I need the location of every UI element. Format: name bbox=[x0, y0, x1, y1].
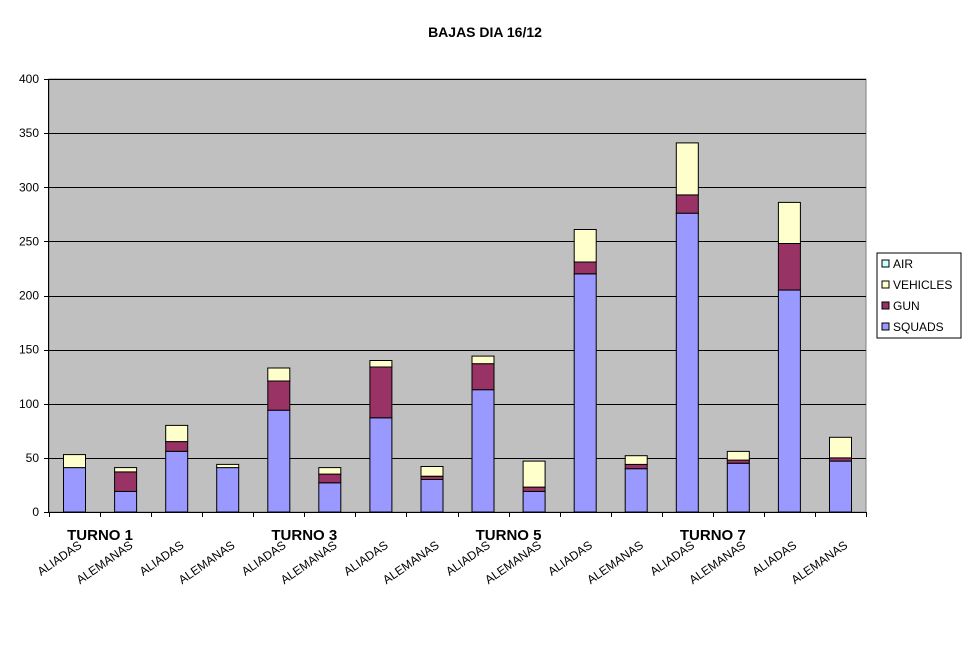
legend-swatch-vehicles bbox=[881, 280, 890, 289]
bar-vehicles-6 bbox=[369, 360, 393, 368]
x-category-label: ALEMANAS bbox=[482, 538, 544, 587]
bar-squads-7 bbox=[420, 479, 444, 513]
y-axis-ticks: 0 50 100 150 200 250 300 350 400 bbox=[19, 72, 39, 519]
y-tick-label: 0 bbox=[32, 505, 39, 519]
bar-vehicles-9 bbox=[522, 460, 546, 488]
legend-swatch-squads bbox=[881, 322, 890, 331]
legend-label-vehicles: VEHICLES bbox=[893, 278, 952, 292]
legend-label-air: AIR bbox=[893, 257, 913, 271]
x-category-label: ALEMANAS bbox=[74, 538, 136, 587]
bar-squads-12 bbox=[675, 212, 699, 513]
bar-squads-0 bbox=[63, 467, 86, 513]
bar-vehicles-14 bbox=[777, 201, 801, 244]
axes bbox=[44, 79, 867, 517]
bar-squads-11 bbox=[624, 468, 648, 513]
x-category-label: ALEMANAS bbox=[686, 538, 748, 587]
y-tick-label: 200 bbox=[19, 289, 39, 303]
x-category-label: ALEMANAS bbox=[584, 538, 646, 587]
bar-gun-5 bbox=[318, 473, 342, 484]
bar-gun-10 bbox=[573, 261, 597, 275]
bar-gun-1 bbox=[114, 471, 138, 492]
bar-vehicles-1 bbox=[114, 467, 138, 473]
bar-vehicles-12 bbox=[675, 142, 699, 196]
y-tick-label: 50 bbox=[26, 451, 40, 465]
bar-gun-4 bbox=[267, 380, 291, 411]
x-category-label: ALEMANAS bbox=[176, 538, 238, 587]
x-category-label: ALEMANAS bbox=[789, 538, 851, 587]
bar-squads-8 bbox=[471, 389, 495, 513]
bar-gun-6 bbox=[369, 366, 393, 419]
x-category-label: ALEMANAS bbox=[278, 538, 340, 587]
bar-vehicles-10 bbox=[573, 229, 597, 263]
group-label: TURNO 5 bbox=[476, 527, 542, 544]
x-category-label: ALEMANAS bbox=[380, 538, 442, 587]
bar-vehicles-8 bbox=[471, 355, 495, 365]
bar-gun-7 bbox=[420, 475, 444, 480]
bar-gun-2 bbox=[165, 441, 189, 452]
bar-squads-9 bbox=[522, 490, 546, 513]
bar-gun-8 bbox=[471, 363, 495, 391]
bar-squads-4 bbox=[267, 409, 291, 513]
legend: AIR VEHICLES GUN SQUADS bbox=[876, 252, 962, 339]
bar-vehicles-3 bbox=[216, 463, 240, 469]
bar-vehicles-7 bbox=[420, 466, 444, 477]
legend-swatch-air bbox=[881, 259, 890, 268]
bar-vehicles-2 bbox=[165, 424, 189, 443]
group-label: TURNO 3 bbox=[271, 527, 337, 544]
bar-squads-2 bbox=[165, 450, 189, 513]
bar-squads-15 bbox=[829, 460, 852, 513]
bar-gun-9 bbox=[522, 486, 546, 492]
bar-gun-11 bbox=[624, 463, 648, 470]
y-tick-label: 400 bbox=[19, 72, 39, 86]
bar-vehicles-4 bbox=[267, 367, 291, 382]
bar-vehicles-15 bbox=[829, 436, 852, 459]
bar-vehicles-13 bbox=[726, 450, 750, 461]
bar-squads-14 bbox=[777, 289, 801, 513]
y-tick-label: 350 bbox=[19, 126, 39, 140]
y-tick-label: 250 bbox=[19, 234, 39, 248]
bar-vehicles-5 bbox=[318, 467, 342, 475]
bar-squads-13 bbox=[726, 462, 750, 513]
y-tick-label: 150 bbox=[19, 343, 39, 357]
bar-gun-12 bbox=[675, 194, 699, 214]
group-label: TURNO 7 bbox=[680, 527, 746, 544]
legend-box bbox=[876, 252, 962, 339]
legend-label-squads: SQUADS bbox=[893, 320, 944, 334]
group-label: TURNO 1 bbox=[67, 527, 133, 544]
y-tick-label: 100 bbox=[19, 397, 39, 411]
bar-squads-10 bbox=[573, 273, 597, 513]
bar-gun-14 bbox=[777, 243, 801, 291]
bar-vehicles-0 bbox=[63, 454, 86, 469]
bar-squads-1 bbox=[114, 490, 138, 513]
legend-label-gun: GUN bbox=[893, 299, 920, 313]
chart-title: BAJAS DIA 16/12 bbox=[428, 24, 542, 40]
legend-swatch-gun bbox=[881, 301, 890, 310]
group-labels: TURNO 1 TURNO 3 TURNO 5 TURNO 7 bbox=[67, 527, 746, 544]
bar-squads-6 bbox=[369, 417, 393, 513]
bar-squads-5 bbox=[318, 482, 342, 513]
y-tick-label: 300 bbox=[19, 180, 39, 194]
bars bbox=[63, 142, 852, 513]
bar-squads-3 bbox=[216, 467, 240, 513]
bar-vehicles-11 bbox=[624, 455, 648, 465]
